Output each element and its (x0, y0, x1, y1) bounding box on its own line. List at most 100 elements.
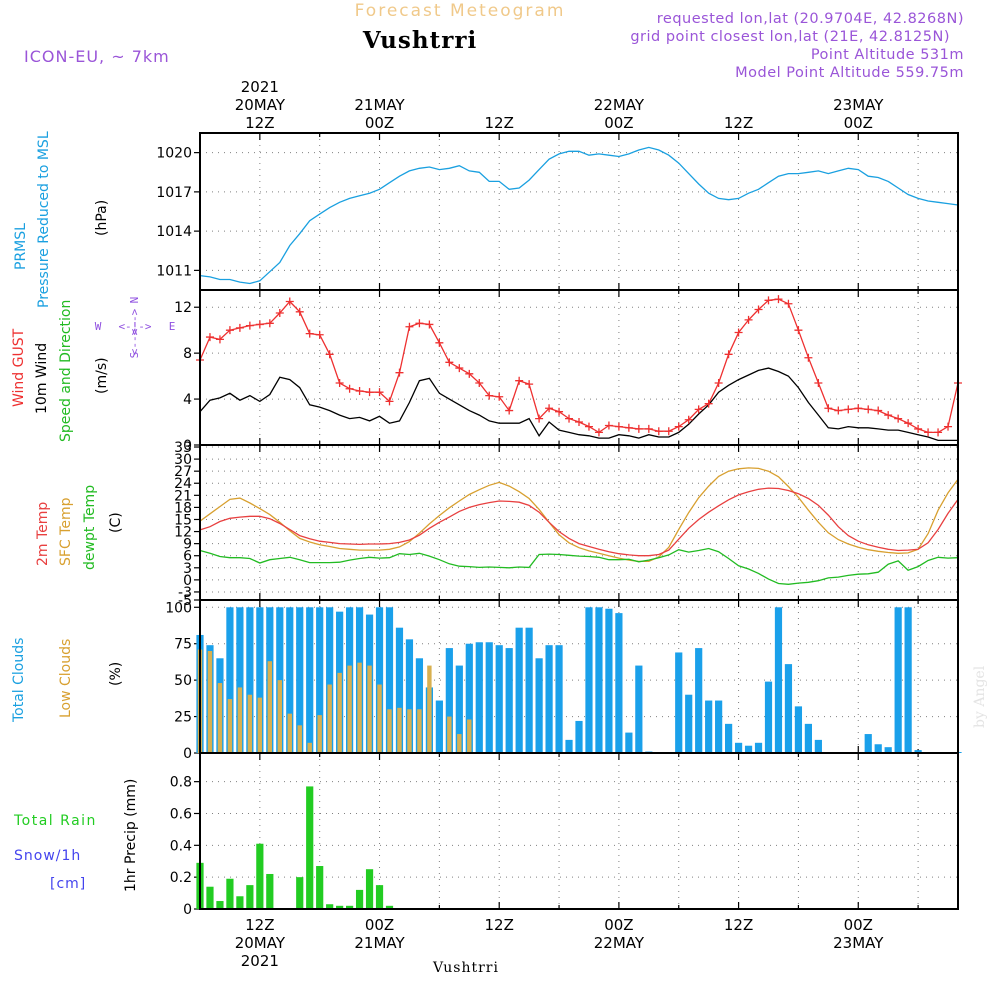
wind-gust-marker (205, 333, 214, 342)
total-clouds-bar (914, 750, 922, 753)
credit-watermark: by Angel (972, 665, 988, 728)
top-time-label: 00Z (604, 114, 633, 132)
model-altitude: Model Point Altitude 559.75m (735, 65, 964, 81)
wind-gust-marker (614, 422, 623, 431)
low-clouds-bar (407, 709, 412, 753)
temp-ytick-label: 9 (183, 537, 192, 553)
total-clouds-bar (545, 645, 553, 753)
temp-dewpt-line (199, 547, 959, 585)
top-time-label: 00Z (365, 114, 394, 132)
model-name: ICON-EU, ~ 7km (24, 47, 170, 66)
total-clouds-bar (864, 734, 872, 753)
total-clouds-bar (435, 700, 443, 753)
pressure-ytick-label: 1020 (156, 146, 192, 162)
low-clouds-bar (357, 662, 362, 753)
temp-ytick-label: 3 (183, 561, 192, 577)
total-clouds-bar (565, 739, 573, 753)
low-clouds-bar (317, 715, 322, 753)
total-clouds-bar (625, 732, 633, 753)
low-clouds-bar (457, 734, 462, 753)
header-subtitle: Forecast Meteogram (355, 1, 566, 21)
wind-gust-marker (425, 320, 434, 329)
clouds-ytick-label: 50 (174, 673, 192, 689)
temp-frame (199, 444, 959, 601)
bottom-time-label: 00Z (604, 916, 633, 934)
wind-gust-marker (934, 428, 943, 437)
wind-gust-marker (465, 369, 474, 378)
wind-gust-marker (584, 422, 593, 431)
wind-gust-marker (515, 376, 524, 385)
total-clouds-bar (884, 747, 892, 753)
wind-gust-marker (874, 406, 883, 415)
wind-gust-marker (744, 315, 753, 324)
compass-east: E (169, 320, 176, 333)
temp-sfc-line (199, 467, 959, 563)
total-clouds-bar (505, 648, 513, 753)
total-clouds-bar (874, 744, 882, 753)
compass-south: S (128, 352, 141, 359)
wind-unit: (m/s) (94, 357, 110, 394)
wind-ytick-label: 4 (183, 392, 192, 408)
low-clouds-bar (237, 687, 243, 753)
total-clouds-bar (455, 665, 463, 753)
wind-gust-marker (545, 404, 554, 413)
pressure-ytick-label: 1017 (156, 185, 192, 201)
wind-10m-line (199, 367, 958, 442)
wind-gust-marker (764, 296, 773, 305)
clouds-ytick-label: 0 (183, 746, 192, 762)
compass-arrow-mid: <-!-> (118, 320, 151, 333)
bottom-time-label: 21MAY (354, 934, 405, 952)
total-clouds-bar (316, 607, 324, 753)
compass-north: N (128, 297, 141, 304)
wind-label-10m: 10m Wind (34, 343, 50, 414)
low-clouds-bar (397, 707, 402, 753)
top-time-label: 20MAY (235, 96, 286, 114)
compass-west: W (95, 320, 102, 333)
rain-bar (306, 786, 314, 909)
wind-gust-marker (525, 380, 534, 389)
total-clouds-bar (395, 627, 404, 753)
rain-bar (246, 885, 254, 909)
total-clouds-bar (904, 607, 912, 753)
precip-label-snow: Snow/1h (14, 848, 81, 864)
total-clouds-bar (894, 607, 902, 753)
wind-gust-marker (884, 411, 893, 420)
top-time-label: 12Z (245, 114, 274, 132)
low-clouds-bar (367, 665, 372, 753)
bottom-time-label: 20MAY (235, 934, 286, 952)
top-time-label: 12Z (724, 114, 753, 132)
clouds-ytick-label: 75 (174, 637, 192, 653)
temp-ytick-label: -5 (178, 593, 192, 609)
wind-gust-marker (305, 329, 314, 338)
total-clouds-bar (585, 607, 593, 753)
wind-gust-marker (295, 307, 304, 316)
low-clouds-bar (297, 725, 302, 753)
wind-gust-marker (724, 350, 733, 359)
total-clouds-bar (705, 700, 713, 753)
total-clouds-bar (685, 694, 693, 753)
low-clouds-bar (427, 665, 432, 753)
point-altitude: Point Altitude 531m (811, 47, 964, 63)
wind-gust-marker (555, 407, 564, 416)
pressure-unit: (hPa) (94, 200, 110, 236)
total-clouds-bar (595, 607, 603, 753)
total-clouds-bar (754, 742, 763, 753)
top-time-label: 2021 (241, 78, 279, 96)
total-clouds-bar (764, 681, 773, 753)
clouds-ytick-label: 100 (165, 600, 192, 616)
bottom-time-label: 12Z (724, 916, 753, 934)
wind-ytick-label: 0 (183, 438, 192, 454)
wind-gust-marker (245, 321, 254, 330)
total-clouds-bar (246, 607, 254, 753)
low-clouds-bar (267, 661, 273, 753)
wind-gust-marker (445, 358, 454, 367)
wind-gust-marker (734, 328, 743, 337)
top-time-label: 12Z (485, 114, 514, 132)
pressure-label-prmsl: PRMSL (13, 223, 29, 270)
wind-gust-marker (834, 406, 843, 415)
wind-gust-marker (674, 422, 683, 431)
low-clouds-bar (257, 697, 263, 753)
total-clouds-bar (256, 607, 264, 753)
bottom-time-label: 2021 (241, 952, 279, 970)
wind-gust-marker (594, 428, 603, 437)
